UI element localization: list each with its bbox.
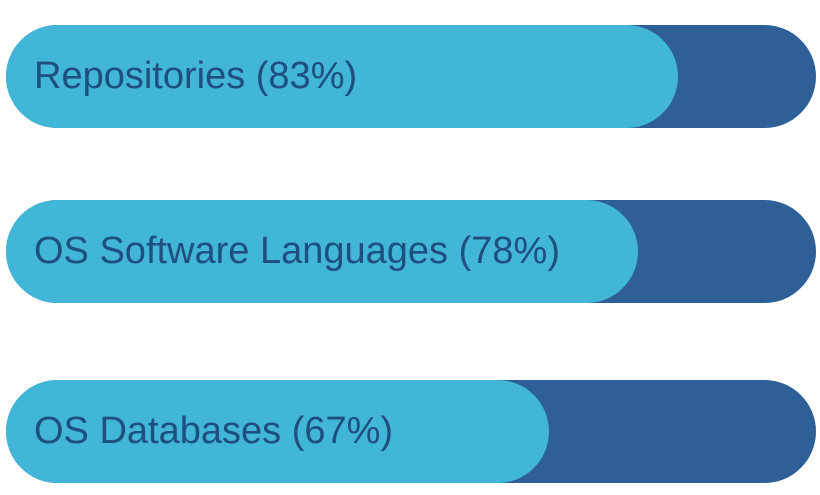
bar-fill (6, 200, 638, 303)
bar-label: OS Software Languages (78%) (34, 230, 560, 272)
bar-row: OS Databases (67%) (6, 380, 816, 483)
bar-label: Repositories (83%) (34, 55, 358, 97)
bar-fill (6, 25, 679, 128)
bar-fill (6, 380, 549, 483)
bar-label: OS Databases (67%) (34, 410, 394, 452)
bar-row: Repositories (83%) (6, 25, 816, 128)
bar-row: OS Software Languages (78%) (6, 200, 816, 303)
